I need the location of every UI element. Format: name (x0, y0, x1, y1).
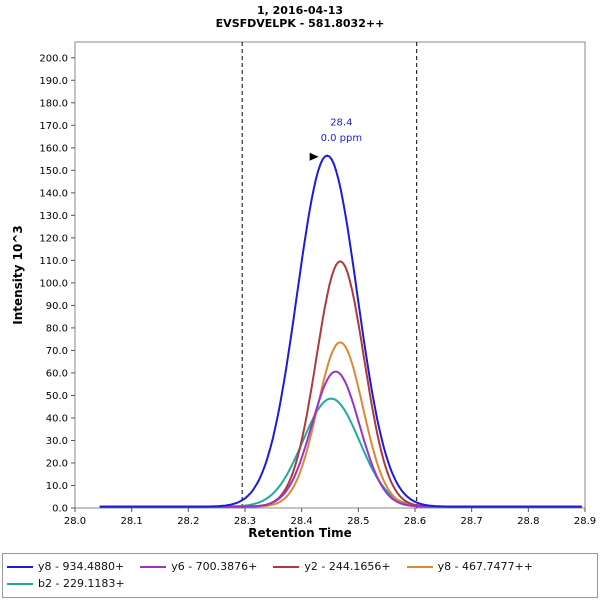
y-tick-label: 40.0 (46, 413, 68, 424)
series-line (99, 154, 582, 508)
plot-border (74, 41, 586, 509)
chart-title-peptide: EVSFDVELPK - 581.8032++ (215, 17, 385, 30)
y-tick-label: 110.0 (39, 256, 68, 267)
y-tick-label: 0.0 (52, 504, 68, 515)
x-tick-label: 28.9 (574, 516, 596, 527)
legend-swatch-icon (7, 565, 33, 568)
legend-item: y8 - 467.7477++ (406, 558, 533, 575)
x-tick-label: 28.4 (291, 516, 313, 527)
y-tick-label: 150.0 (39, 166, 68, 177)
legend-label: y8 - 467.7477++ (437, 560, 533, 573)
legend-item: b2 - 229.1183+ (7, 575, 125, 592)
chromatogram-plot[interactable]: 0.0 10.0 20.0 30.0 40.0 50.0 60.0 70.0 80.0 90.0 1… (0, 0, 600, 552)
peak-rt-annotation: 28.4 (330, 117, 352, 128)
y-tick-label: 80.0 (46, 323, 68, 334)
legend: y8 - 934.4880+ y6 - 700.3876+ y2 - 244.165… (2, 553, 598, 598)
y-tick-label: 120.0 (39, 233, 68, 244)
legend-label: y8 - 934.4880+ (38, 560, 125, 573)
y-tick-label: 170.0 (39, 121, 68, 132)
legend-item: y6 - 700.3876+ (140, 558, 257, 575)
chart-title-replicate: 1, 2016-04-13 (256, 4, 344, 17)
legend-swatch-icon (406, 565, 433, 568)
legend-label: b2 - 229.1183+ (38, 577, 125, 590)
legend-label: y6 - 700.3876+ (171, 560, 258, 573)
x-tick-label: 28.6 (404, 516, 426, 527)
legend-swatch-icon (273, 565, 300, 568)
x-tick-label: 28.8 (517, 516, 539, 527)
y-tick-label: 90.0 (46, 301, 68, 312)
legend-item: y2 - 244.1656+ (273, 558, 391, 575)
x-tick-label: 28.1 (121, 516, 143, 527)
legend-item: y8 - 934.4880+ (7, 558, 124, 575)
x-tick-label: 28.7 (461, 516, 483, 527)
y-tick-label: 180.0 (39, 98, 68, 109)
y-tick-label: 20.0 (46, 458, 68, 469)
y-tick-label: 70.0 (46, 346, 68, 357)
y-tick-label: 30.0 (46, 436, 68, 447)
y-tick-label: 60.0 (46, 368, 68, 379)
x-tick-label: 28.2 (177, 516, 199, 527)
y-tick-label: 190.0 (39, 76, 68, 87)
x-tick-label: 28.3 (234, 516, 256, 527)
legend-swatch-icon (140, 565, 167, 568)
y-tick-label: 50.0 (46, 391, 68, 402)
legend-swatch-icon (7, 582, 33, 585)
y-tick-label: 100.0 (39, 278, 68, 289)
x-tick-label: 28.0 (64, 516, 86, 527)
y-tick-label: 130.0 (39, 211, 68, 222)
x-axis-label: Retention Time (248, 526, 352, 540)
y-tick-label: 160.0 (39, 143, 68, 154)
peak-ppm-annotation: 0.0 ppm (321, 133, 363, 144)
y-tick-label: 200.0 (39, 53, 68, 64)
legend-label: y2 - 244.1656+ (304, 560, 391, 573)
y-tick-label: 140.0 (39, 188, 68, 199)
y-tick-label: 10.0 (46, 481, 68, 492)
peak-arrow-icon (309, 152, 319, 161)
x-tick-label: 28.5 (347, 516, 369, 527)
